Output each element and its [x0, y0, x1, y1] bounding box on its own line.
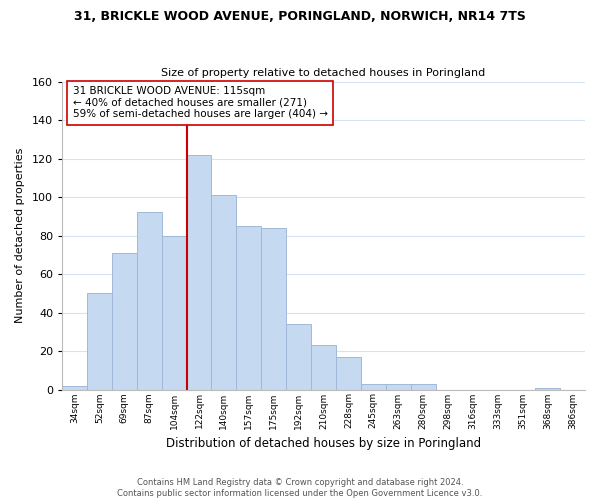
- Bar: [386, 384, 410, 390]
- Bar: [410, 384, 436, 390]
- Y-axis label: Number of detached properties: Number of detached properties: [15, 148, 25, 323]
- Bar: [187, 154, 211, 390]
- Bar: [286, 324, 311, 390]
- Bar: [137, 212, 161, 390]
- Text: 31, BRICKLE WOOD AVENUE, PORINGLAND, NORWICH, NR14 7TS: 31, BRICKLE WOOD AVENUE, PORINGLAND, NOR…: [74, 10, 526, 23]
- Bar: [361, 384, 386, 390]
- Text: Contains HM Land Registry data © Crown copyright and database right 2024.
Contai: Contains HM Land Registry data © Crown c…: [118, 478, 482, 498]
- Bar: [87, 294, 112, 390]
- Bar: [112, 253, 137, 390]
- Bar: [161, 236, 187, 390]
- Bar: [211, 195, 236, 390]
- Bar: [236, 226, 261, 390]
- Title: Size of property relative to detached houses in Poringland: Size of property relative to detached ho…: [161, 68, 485, 78]
- Bar: [336, 357, 361, 390]
- Text: 31 BRICKLE WOOD AVENUE: 115sqm
← 40% of detached houses are smaller (271)
59% of: 31 BRICKLE WOOD AVENUE: 115sqm ← 40% of …: [73, 86, 328, 120]
- Bar: [311, 345, 336, 390]
- Bar: [261, 228, 286, 390]
- X-axis label: Distribution of detached houses by size in Poringland: Distribution of detached houses by size …: [166, 437, 481, 450]
- Bar: [62, 386, 87, 390]
- Bar: [535, 388, 560, 390]
